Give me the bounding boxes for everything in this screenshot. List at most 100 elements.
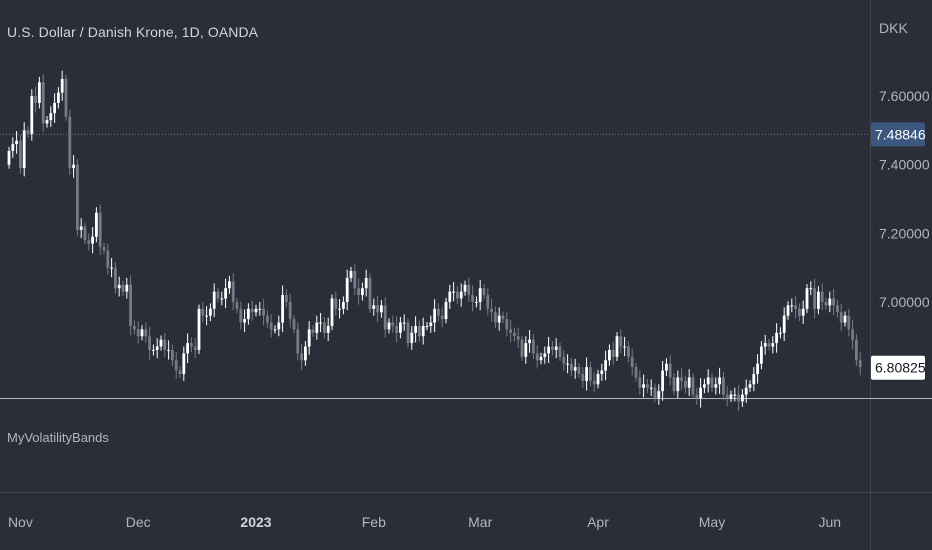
candle: [45, 115, 49, 128]
candle: [307, 321, 311, 355]
candle: [642, 374, 645, 398]
candle-body: [551, 346, 554, 350]
indicator-name[interactable]: MyVolatilityBands: [7, 430, 109, 445]
candle-body: [231, 281, 235, 302]
candle-body: [535, 353, 539, 361]
candle-body: [296, 329, 300, 354]
candle-body: [452, 291, 455, 293]
candle: [292, 314, 296, 334]
candle-body: [836, 305, 839, 313]
candle: [638, 370, 642, 395]
time-tick-label: Jun: [819, 514, 842, 530]
candle-body: [528, 339, 531, 344]
candle: [197, 304, 201, 355]
candle: [847, 308, 851, 337]
candle: [444, 297, 448, 324]
candle-body: [212, 291, 216, 309]
candle: [687, 369, 691, 396]
candle: [87, 233, 91, 251]
candle: [695, 387, 699, 405]
symbol-legend[interactable]: U.S. Dollar / Danish Krone, 1D, OANDA: [7, 24, 259, 40]
candle: [110, 258, 113, 278]
candle: [91, 227, 94, 254]
candle: [619, 329, 623, 354]
candle-body: [524, 343, 528, 357]
candle: [471, 285, 474, 312]
candle-body: [475, 301, 478, 303]
candle: [391, 315, 395, 333]
candle-body: [383, 305, 387, 330]
candle-body: [539, 356, 543, 361]
candle-body: [304, 346, 307, 361]
candle-body: [11, 144, 15, 151]
candle-body: [380, 305, 383, 313]
candle: [570, 358, 573, 377]
candle-body: [809, 288, 813, 290]
candle-body: [459, 291, 463, 299]
candle-body: [228, 281, 231, 289]
candle-body: [779, 332, 782, 334]
candle-body: [805, 288, 809, 309]
candle: [429, 315, 433, 333]
candle: [653, 383, 657, 403]
candle-body: [22, 130, 26, 169]
candle-body: [573, 367, 577, 371]
candle: [722, 371, 725, 401]
price-axis[interactable]: 7.60000 7.40000 7.20000 7.00000: [879, 88, 930, 310]
candle-body: [630, 356, 634, 368]
candle-body: [437, 308, 440, 316]
candle-body: [558, 346, 562, 357]
candle-body: [714, 384, 718, 388]
candle-body: [752, 373, 756, 385]
candle-body: [258, 308, 262, 310]
candle-body: [338, 308, 341, 310]
candle-body: [661, 370, 664, 392]
candle: [334, 291, 338, 316]
candle-body: [763, 343, 767, 347]
candle-body: [98, 212, 102, 248]
candle-body: [353, 271, 357, 289]
candle-body: [710, 377, 714, 388]
candle: [494, 306, 497, 329]
candle-body: [501, 315, 505, 320]
candle: [562, 349, 566, 371]
candle-body: [596, 373, 600, 385]
candle: [703, 378, 706, 394]
candle-body: [433, 308, 436, 323]
candle: [505, 312, 509, 337]
candle-body: [247, 308, 250, 320]
candle: [801, 300, 805, 324]
candle-body: [509, 329, 512, 333]
candle: [661, 360, 664, 401]
candle: [779, 327, 782, 339]
candle-body: [262, 308, 265, 316]
candle-body: [334, 298, 338, 309]
candle: [782, 307, 786, 342]
candle: [220, 291, 224, 306]
candle: [372, 298, 376, 316]
candle: [497, 307, 501, 331]
candle: [304, 341, 307, 366]
candle-body: [520, 339, 524, 357]
candle: [794, 295, 797, 319]
candle-body: [653, 387, 657, 398]
candle: [53, 93, 56, 123]
candle-body: [110, 267, 113, 269]
candle: [76, 159, 79, 236]
price-badge-bg: [871, 355, 925, 380]
candle: [456, 286, 459, 304]
candle: [117, 276, 121, 297]
candle-body: [592, 380, 596, 385]
candle-body: [786, 305, 790, 316]
candle: [395, 316, 398, 343]
time-axis[interactable]: Nov Dec 2023 Feb Mar Apr May Jun: [8, 514, 841, 530]
candle-body: [133, 325, 136, 330]
candle: [262, 299, 265, 326]
candle: [805, 284, 809, 313]
candle-body: [60, 78, 64, 93]
candle-body: [657, 391, 661, 398]
candle-body: [532, 339, 535, 354]
candle-body: [155, 346, 159, 350]
time-tick-label: Dec: [126, 514, 151, 530]
